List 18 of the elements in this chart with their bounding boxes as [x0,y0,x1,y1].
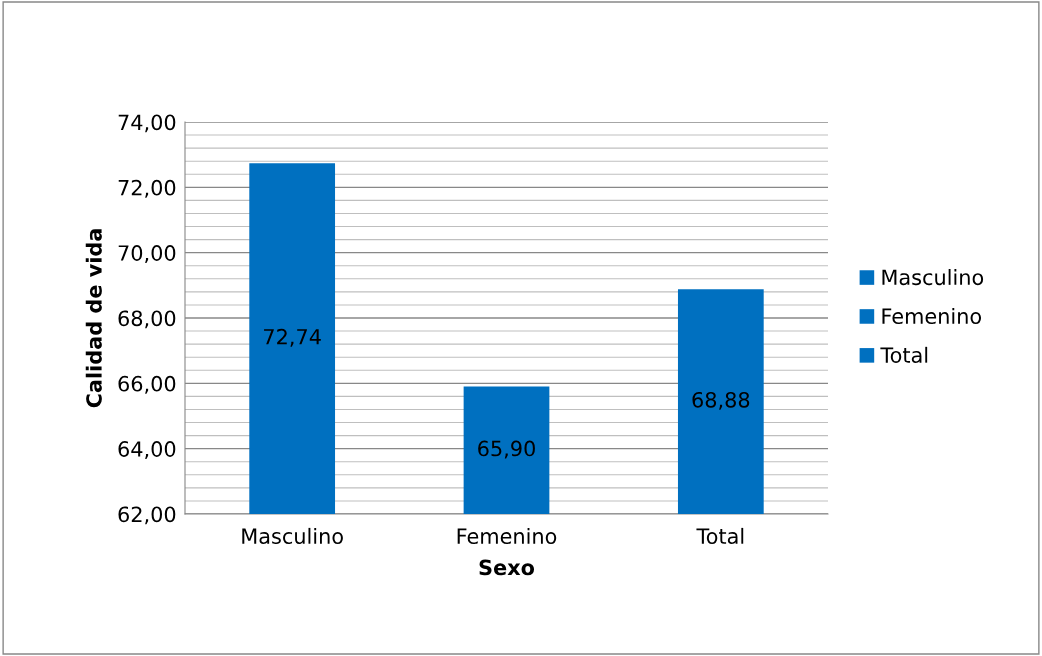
y-tick-label: 66,00 [118,375,176,394]
y-tick-label: 74,00 [118,114,176,133]
x-axis-title: Sexo [479,559,535,576]
x-tick-label: Masculino [242,527,343,545]
y-tick-label: 72,00 [118,179,176,198]
x-tick-label: Total [696,527,744,545]
y-axis-title: Calidad de vida [85,229,102,408]
data-label: 72,74 [264,328,321,347]
legend-label: Femenino [882,307,982,325]
legend-label: Total [880,346,928,363]
y-tick-label: 62,00 [118,506,176,525]
legend-label: Masculino [882,269,984,286]
data-label: 68,88 [692,391,750,410]
y-tick-label: 68,00 [118,310,176,329]
data-label: 65,90 [478,440,535,459]
x-tick-label: Femenino [457,527,557,545]
y-tick-label: 70,00 [118,245,176,263]
y-tick-label: 64,00 [118,441,176,459]
